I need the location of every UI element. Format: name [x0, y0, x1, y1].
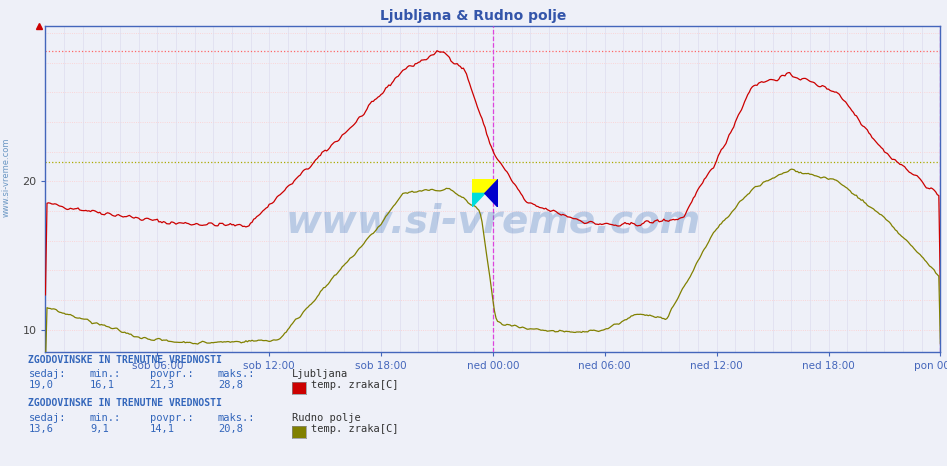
Text: min.:: min.:	[90, 370, 121, 379]
Polygon shape	[485, 179, 498, 207]
Text: 16,1: 16,1	[90, 380, 115, 390]
Text: www.si-vreme.com: www.si-vreme.com	[1, 137, 10, 217]
Text: povpr.:: povpr.:	[150, 413, 193, 423]
Polygon shape	[472, 193, 485, 207]
Text: temp. zraka[C]: temp. zraka[C]	[311, 424, 398, 433]
Text: Rudno polje: Rudno polje	[292, 413, 361, 423]
Text: 20,8: 20,8	[218, 424, 242, 433]
Polygon shape	[472, 179, 498, 193]
Text: www.si-vreme.com: www.si-vreme.com	[285, 202, 701, 240]
Text: ZGODOVINSKE IN TRENUTNE VREDNOSTI: ZGODOVINSKE IN TRENUTNE VREDNOSTI	[28, 398, 223, 408]
Text: Ljubljana & Rudno polje: Ljubljana & Rudno polje	[381, 9, 566, 23]
Text: sedaj:: sedaj:	[28, 413, 66, 423]
Text: 14,1: 14,1	[150, 424, 174, 433]
Text: povpr.:: povpr.:	[150, 370, 193, 379]
Text: ZGODOVINSKE IN TRENUTNE VREDNOSTI: ZGODOVINSKE IN TRENUTNE VREDNOSTI	[28, 355, 223, 364]
Text: maks.:: maks.:	[218, 370, 256, 379]
Text: 19,0: 19,0	[28, 380, 53, 390]
Text: sedaj:: sedaj:	[28, 370, 66, 379]
Text: maks.:: maks.:	[218, 413, 256, 423]
Text: 9,1: 9,1	[90, 424, 109, 433]
Text: 21,3: 21,3	[150, 380, 174, 390]
Text: temp. zraka[C]: temp. zraka[C]	[311, 380, 398, 390]
Text: 13,6: 13,6	[28, 424, 53, 433]
Text: 28,8: 28,8	[218, 380, 242, 390]
Text: Ljubljana: Ljubljana	[292, 370, 348, 379]
Text: min.:: min.:	[90, 413, 121, 423]
